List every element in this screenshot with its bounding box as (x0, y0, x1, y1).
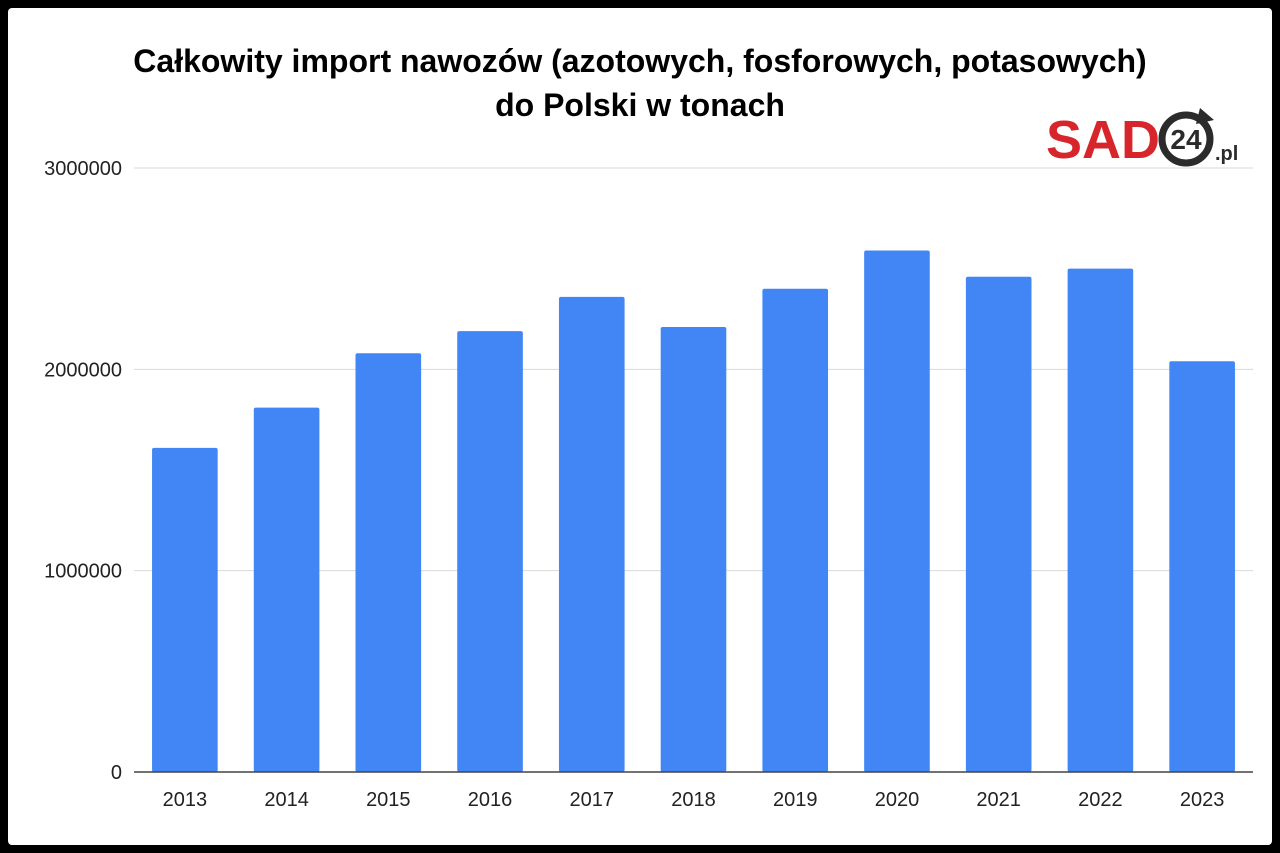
bar-2019 (762, 288, 829, 772)
x-tick-label: 2022 (1078, 789, 1123, 811)
x-tick-label: 2014 (264, 789, 309, 811)
y-tick-label: 1000000 (44, 561, 122, 583)
chart-title: Całkowity import nawozów (azotowych, fos… (133, 43, 1146, 79)
y-axis-ticks: 0 1000000 2000000 3000000 (44, 158, 122, 784)
x-tick-label: 2018 (671, 789, 716, 811)
bar-2021 (965, 276, 1032, 772)
x-tick-label: 2016 (468, 789, 513, 811)
x-tick-label: 2013 (163, 789, 208, 811)
y-tick-label: 0 (111, 762, 122, 784)
logo: SAD 24 .pl (1046, 108, 1238, 170)
bars (152, 250, 1235, 773)
bar-2022 (1067, 268, 1134, 772)
x-axis-ticks: 2013 2014 2015 2016 2017 2018 2019 2020 2021 2022… (163, 789, 1225, 811)
chart-frame: Całkowity import nawozów (azotowych, fos… (8, 8, 1272, 845)
logo-brand: SAD (1046, 110, 1160, 170)
y-tick-label: 3000000 (44, 158, 122, 180)
bar-chart: Całkowity import nawozów (azotowych, fos… (44, 43, 1253, 811)
bar-2014 (253, 407, 320, 772)
logo-number: 24 (1170, 124, 1202, 155)
bar-2017 (558, 296, 625, 772)
x-tick-label: 2015 (366, 789, 411, 811)
x-tick-label: 2017 (570, 789, 615, 811)
y-tick-label: 2000000 (44, 359, 122, 381)
bar-2015 (355, 353, 422, 772)
logo-ring-icon (1158, 111, 1214, 167)
bar-2020 (864, 250, 930, 773)
bar-2018 (660, 327, 727, 772)
bar-2023 (1169, 361, 1235, 772)
chart-subtitle: do Polski w tonach (495, 87, 785, 123)
x-tick-label: 2020 (875, 789, 920, 811)
logo-arrow-icon (1196, 108, 1214, 124)
x-tick-label: 2023 (1180, 789, 1225, 811)
bar-2013 (152, 447, 218, 772)
logo-suffix: .pl (1215, 143, 1238, 165)
x-tick-label: 2021 (976, 789, 1021, 811)
x-tick-label: 2019 (773, 789, 818, 811)
bar-2016 (457, 331, 523, 772)
